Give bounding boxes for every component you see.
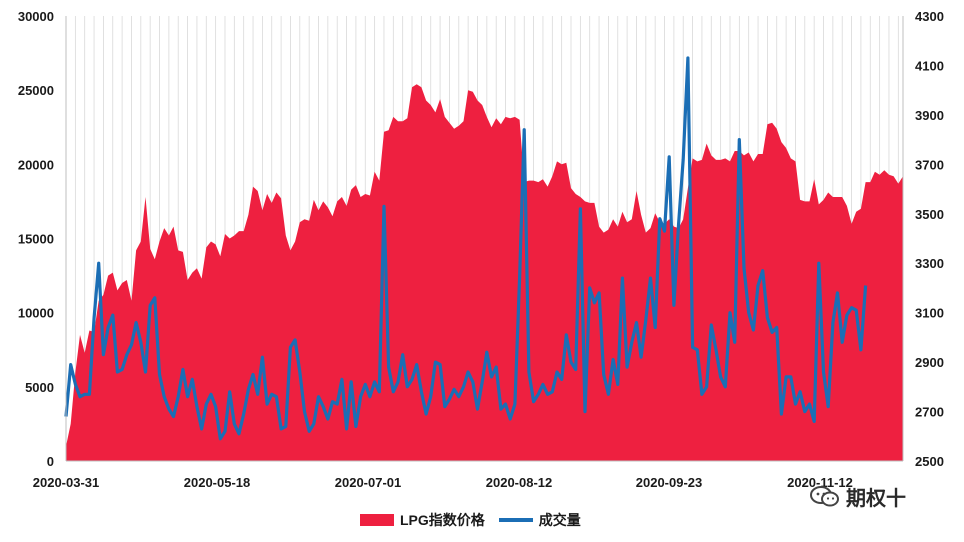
x-tick-label: 2020-05-18: [184, 475, 251, 490]
watermark: 期权十: [810, 482, 906, 511]
right-y-axis-ticks: 2500 2700 2900 3100 3300 3500 3700 3900 4100 4300: [915, 9, 944, 469]
left-y-tick-label: 30000: [18, 9, 54, 24]
right-y-tick-label: 2500: [915, 454, 944, 469]
left-y-tick-label: 15000: [18, 232, 54, 247]
right-y-tick-label: 4100: [915, 58, 944, 73]
right-y-tick-label: 4300: [915, 9, 944, 24]
axes: [65, 16, 904, 462]
x-tick-label: 2020-08-12: [486, 475, 553, 490]
legend-swatch-area: [360, 514, 394, 526]
legend-label-lpg-index: LPG指数价格: [400, 512, 485, 528]
left-y-tick-label: 5000: [25, 380, 54, 395]
x-tick-label: 2020-09-23: [636, 475, 703, 490]
volume-line: [64, 56, 868, 441]
right-y-tick-label: 3100: [915, 306, 944, 321]
left-y-axis-ticks: 0 5000 10000 15000 20000 25000 30000: [18, 9, 54, 469]
legend-label-volume: 成交量: [538, 512, 581, 528]
wechat-icon: [810, 485, 839, 506]
left-y-tick-label: 10000: [18, 306, 54, 321]
x-tick-label: 2020-03-31: [33, 475, 100, 490]
left-y-tick-label: 20000: [18, 157, 54, 172]
right-y-tick-label: 3300: [915, 256, 944, 271]
lpg-index-price-area: [66, 84, 903, 461]
watermark-text: 期权十: [846, 486, 906, 510]
left-y-tick-label: 25000: [18, 83, 54, 98]
right-y-tick-label: 3700: [915, 157, 944, 172]
right-y-tick-label: 3900: [915, 108, 944, 123]
left-y-tick-label: 0: [47, 454, 54, 469]
right-y-tick-label: 3500: [915, 207, 944, 222]
series-layer: [64, 56, 903, 461]
right-y-tick-label: 2700: [915, 405, 944, 420]
x-tick-label: 2020-07-01: [335, 475, 402, 490]
right-y-tick-label: 2900: [915, 355, 944, 370]
legend-item-lpg-index: LPG指数价格: [360, 510, 485, 530]
legend: LPG指数价格 成交量: [360, 510, 595, 530]
legend-swatch-line: [498, 518, 533, 522]
x-axis-ticks: 2020-03-31 2020-05-18 2020-07-01 2020-08-12…: [33, 475, 853, 490]
legend-item-volume: 成交量: [498, 510, 581, 530]
x-tick-label: 2020-11-12: [787, 475, 853, 490]
